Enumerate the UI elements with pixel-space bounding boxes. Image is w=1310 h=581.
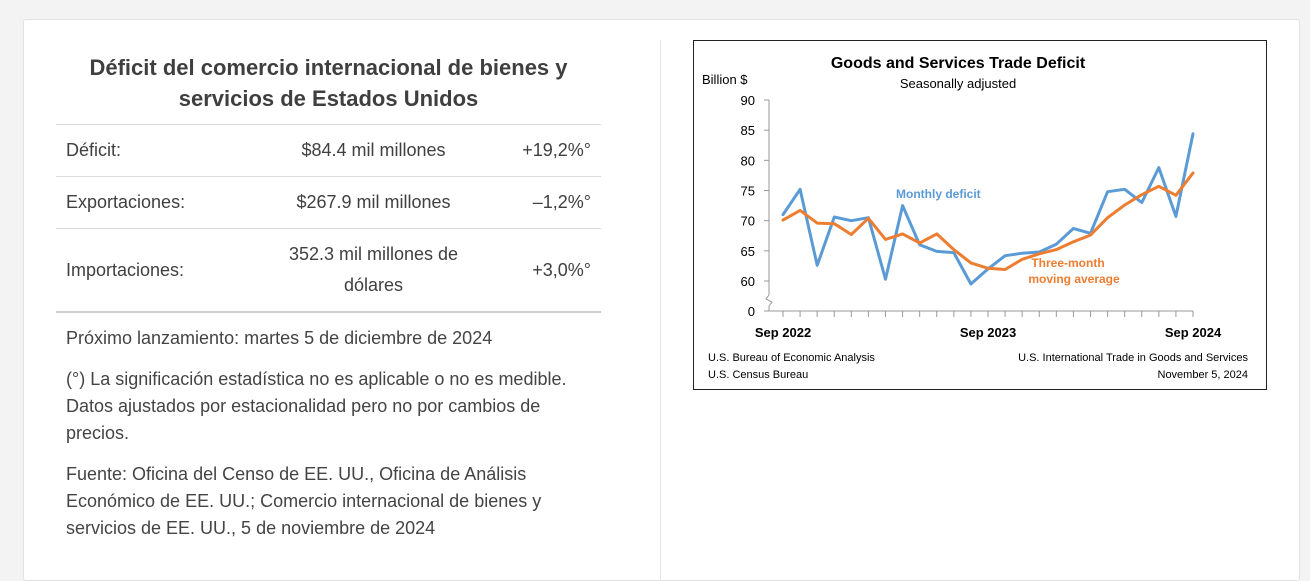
- series-lines: [781, 132, 1195, 286]
- summary-title: Déficit del comercio internacional de bi…: [89, 55, 568, 111]
- source-right-2: November 5, 2024: [1158, 369, 1249, 381]
- row-label: Exportaciones:: [56, 176, 256, 229]
- y-tick-label: 90: [741, 93, 755, 108]
- y-tick-label: 80: [741, 153, 755, 168]
- table-row-exports: Exportaciones: $267.9 mil millones –1,2%…: [56, 176, 601, 229]
- label-moving-average-line2: moving average: [1028, 272, 1120, 286]
- y-tick-label: 70: [741, 214, 755, 229]
- trade-deficit-chart: Goods and Services Trade Deficit Seasona…: [693, 40, 1267, 390]
- summary-panel: Déficit del comercio internacional de bi…: [56, 20, 601, 542]
- next-release-text: Próximo lanzamiento: martes 5 de diciemb…: [66, 328, 493, 348]
- x-tick-label: Sep 2023: [960, 325, 1016, 340]
- monthly-deficit-line: [781, 132, 1195, 286]
- y-tick-label: 65: [741, 244, 755, 259]
- x-tick-label: Sep 2024: [1165, 325, 1222, 340]
- label-moving-average-line1: Three-month: [1031, 256, 1104, 270]
- row-value: 352.3 mil millones de dólares: [256, 228, 491, 313]
- source-left-1: U.S. Bureau of Economic Analysis: [708, 352, 875, 364]
- y-axis-break: [765, 294, 773, 307]
- y-axis-ticks: 0 60 65 70 75 80 85 90: [741, 93, 773, 319]
- source-right-1: U.S. International Trade in Goods and Se…: [1018, 352, 1248, 364]
- table-row-deficit: Déficit: $84.4 mil millones +19,2%°: [56, 124, 601, 177]
- row-change: –1,2%°: [491, 176, 601, 229]
- x-tick-label: Sep 2022: [755, 325, 811, 340]
- chart-title: Goods and Services Trade Deficit: [831, 55, 1086, 72]
- y-tick-label: 75: [741, 184, 755, 199]
- x-axis: Sep 2022 Sep 2023 Sep 2024: [755, 310, 1222, 340]
- row-change: +3,0%°: [491, 228, 601, 313]
- label-monthly-deficit: Monthly deficit: [896, 187, 981, 201]
- row-label: Importaciones:: [56, 228, 256, 313]
- row-label: Déficit:: [56, 124, 256, 177]
- summary-table: Déficit: $84.4 mil millones +19,2%° Expo…: [56, 124, 601, 313]
- chart-svg: Goods and Services Trade Deficit Seasona…: [702, 55, 1249, 381]
- column-divider: [660, 40, 661, 580]
- row-value: $84.4 mil millones: [256, 124, 491, 177]
- footnote-text: (°) La significación estadística no es a…: [66, 369, 567, 443]
- y-tick-label: 60: [741, 274, 755, 289]
- trade-deficit-card: Déficit del comercio internacional de bi…: [23, 19, 1300, 581]
- source-left-2: U.S. Census Bureau: [708, 369, 808, 381]
- y-tick-label: 0: [748, 304, 755, 319]
- table-row-imports: Importaciones: 352.3 mil millones de dól…: [56, 228, 601, 313]
- chart-subtitle: Seasonally adjusted: [900, 76, 1016, 91]
- moving-average-line: [781, 171, 1195, 271]
- y-axis-label: Billion $: [702, 72, 748, 87]
- source-text: Fuente: Oficina del Censo de EE. UU., Of…: [66, 464, 542, 538]
- y-tick-label: 85: [741, 123, 755, 138]
- row-value: $267.9 mil millones: [256, 176, 491, 229]
- row-change: +19,2%°: [491, 124, 601, 177]
- notes: Próximo lanzamiento: martes 5 de diciemb…: [56, 325, 601, 542]
